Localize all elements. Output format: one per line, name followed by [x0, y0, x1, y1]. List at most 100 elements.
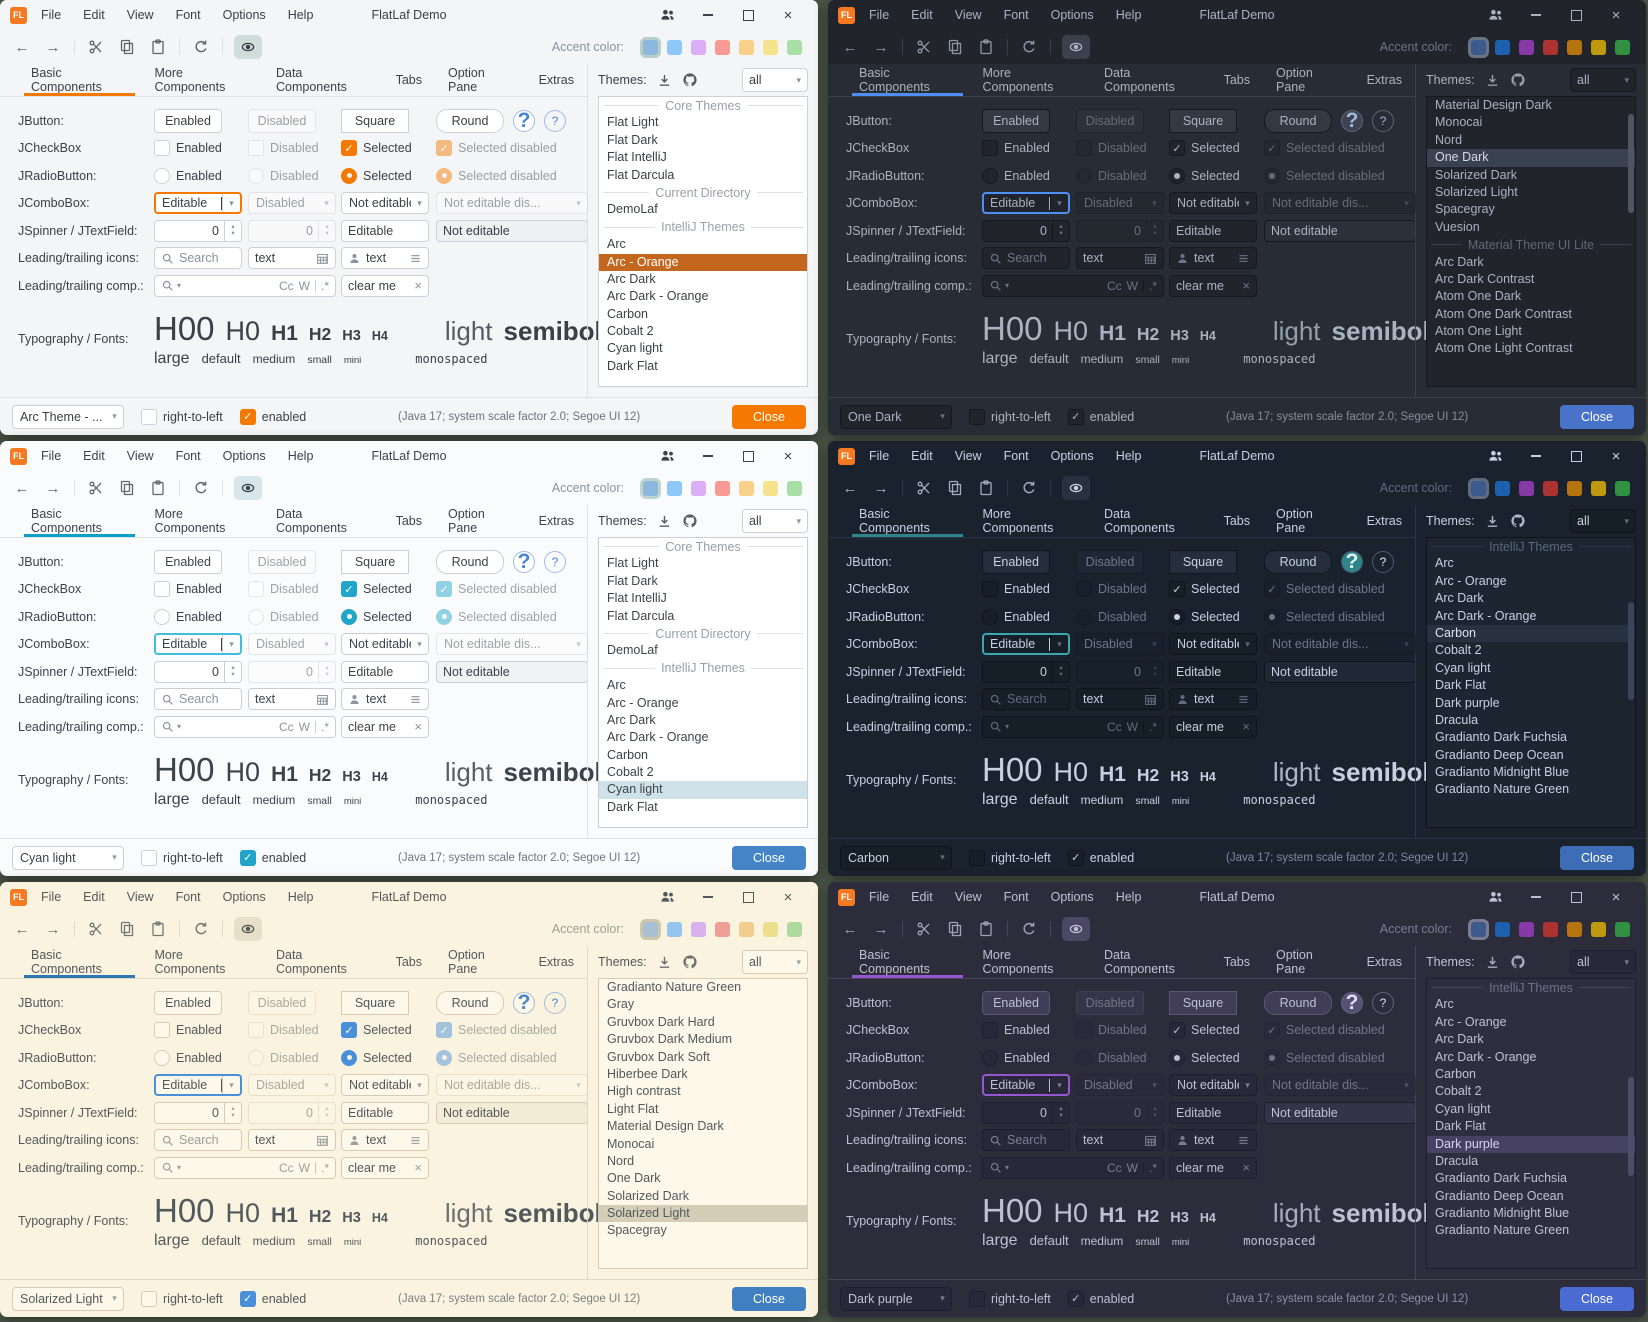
- minimize-button[interactable]: [688, 884, 728, 910]
- clearable-field[interactable]: clear me ×: [1169, 715, 1257, 738]
- checkbox-selected[interactable]: ✓ Selected: [341, 140, 436, 157]
- calendar-icon[interactable]: [1144, 252, 1157, 265]
- menu-options[interactable]: Options: [222, 449, 266, 463]
- clearable-field[interactable]: clear me ×: [341, 274, 429, 297]
- menu-view[interactable]: View: [954, 8, 982, 22]
- refresh-icon[interactable]: [191, 919, 211, 939]
- accent-swatch[interactable]: [1519, 39, 1534, 55]
- refresh-icon[interactable]: [191, 478, 211, 498]
- tab-more-components[interactable]: More Components: [982, 507, 1054, 535]
- theme-combobox[interactable]: One Dark ▾: [840, 404, 952, 429]
- tab-tabs[interactable]: Tabs: [1223, 73, 1250, 87]
- combobox-not-editable[interactable]: Not editable ▾: [341, 633, 429, 656]
- textfield-editable[interactable]: Editable: [1169, 1101, 1257, 1124]
- back-icon[interactable]: ←: [842, 920, 858, 938]
- user-field[interactable]: text: [341, 688, 429, 711]
- scrollbar-thumb[interactable]: [1628, 601, 1634, 700]
- accent-swatch[interactable]: [1543, 39, 1558, 55]
- clear-icon[interactable]: ×: [414, 719, 422, 735]
- enabled-checkbox[interactable]: ✓ enabled: [1067, 408, 1134, 425]
- combobox-editable[interactable]: Editable ▾: [982, 633, 1070, 656]
- checkbox-enabled[interactable]: Enabled: [154, 581, 248, 598]
- checkbox-selected[interactable]: ✓ Selected: [1169, 1022, 1264, 1039]
- menu-help[interactable]: Help: [287, 890, 314, 904]
- tab-basic-components[interactable]: Basic Components: [846, 946, 969, 978]
- whole-word-button[interactable]: W: [1126, 1160, 1138, 1175]
- maximize-button[interactable]: [1556, 2, 1596, 28]
- forward-icon[interactable]: →: [45, 920, 61, 938]
- accent-swatch[interactable]: [1615, 480, 1630, 496]
- minimize-button[interactable]: [1516, 884, 1556, 910]
- users-icon[interactable]: [1476, 443, 1516, 469]
- radio-selected[interactable]: Selected: [1169, 1049, 1264, 1066]
- checkbox-selected[interactable]: ✓ Selected: [1169, 581, 1264, 598]
- menu-edit[interactable]: Edit: [911, 8, 933, 22]
- combobox-editable[interactable]: Editable ▾: [982, 192, 1070, 215]
- theme-combobox[interactable]: Carbon ▾: [840, 845, 952, 870]
- theme-list-item[interactable]: Spacegray: [607, 1223, 667, 1238]
- enabled-button[interactable]: Enabled: [982, 549, 1050, 574]
- chevron-down-icon[interactable]: ▾: [177, 722, 182, 732]
- theme-list-item[interactable]: High contrast: [607, 1084, 681, 1099]
- back-icon[interactable]: ←: [842, 479, 858, 497]
- close-button[interactable]: Close: [731, 1286, 806, 1311]
- download-icon[interactable]: [1485, 514, 1500, 529]
- match-case-button[interactable]: Cc: [1106, 278, 1122, 293]
- accent-swatch[interactable]: [691, 921, 706, 937]
- theme-list-item[interactable]: Atom One Dark Contrast: [1435, 306, 1572, 321]
- theme-list-item[interactable]: Monocai: [1435, 115, 1483, 130]
- scrollbar-thumb[interactable]: [1628, 1077, 1634, 1176]
- paste-icon[interactable]: [976, 919, 996, 939]
- checkbox-enabled[interactable]: Enabled: [982, 581, 1076, 598]
- square-button[interactable]: Square: [1169, 549, 1237, 574]
- maximize-button[interactable]: [728, 443, 768, 469]
- themes-filter-combobox[interactable]: all ▾: [1570, 68, 1636, 92]
- theme-list-item[interactable]: Dark Flat: [1435, 1119, 1486, 1134]
- chevron-down-icon[interactable]: ▾: [417, 197, 422, 208]
- menu-help[interactable]: Help: [287, 449, 314, 463]
- spinner[interactable]: 0 ▴ ▾: [154, 219, 242, 242]
- theme-list-item[interactable]: Dracula: [1435, 1153, 1479, 1168]
- whole-word-button[interactable]: W: [298, 719, 310, 734]
- accent-swatch[interactable]: [787, 921, 802, 937]
- tab-tabs[interactable]: Tabs: [395, 514, 422, 528]
- menu-file[interactable]: File: [869, 890, 890, 904]
- checkbox-selected[interactable]: ✓ Selected: [341, 1022, 436, 1039]
- tab-tabs[interactable]: Tabs: [395, 955, 422, 969]
- copy-icon[interactable]: [945, 478, 965, 498]
- menu-help[interactable]: Help: [1115, 449, 1142, 463]
- round-button[interactable]: Round: [436, 990, 504, 1015]
- textfield-editable[interactable]: Editable: [341, 1101, 429, 1124]
- menu-edit[interactable]: Edit: [911, 890, 933, 904]
- theme-combobox[interactable]: Dark purple ▾: [840, 1286, 952, 1311]
- paste-icon[interactable]: [148, 37, 168, 57]
- tab-extras[interactable]: Extras: [538, 955, 574, 969]
- refresh-icon[interactable]: [1019, 919, 1039, 939]
- menu-file[interactable]: File: [41, 449, 62, 463]
- combobox-editable[interactable]: Editable ▾: [154, 1074, 242, 1097]
- calendar-icon[interactable]: [1144, 1134, 1157, 1147]
- round-button[interactable]: Round: [436, 549, 504, 574]
- help-button[interactable]: ?: [544, 109, 566, 132]
- copy-icon[interactable]: [117, 919, 137, 939]
- forward-icon[interactable]: →: [873, 38, 889, 56]
- cut-icon[interactable]: [86, 37, 106, 57]
- themes-filter-combobox[interactable]: all ▾: [742, 950, 808, 974]
- tab-option-pane[interactable]: Option Pane: [1276, 948, 1313, 976]
- theme-list-item[interactable]: Arc Dark: [1435, 254, 1484, 269]
- radio-selected[interactable]: Selected: [341, 608, 436, 625]
- accent-swatch[interactable]: [667, 39, 682, 55]
- tab-data-components[interactable]: Data Components: [1103, 507, 1175, 535]
- help-button[interactable]: ?: [1341, 550, 1363, 573]
- regex-button[interactable]: .*: [320, 278, 329, 293]
- forward-icon[interactable]: →: [45, 38, 61, 56]
- search-options-field[interactable]: ▾ Cc W .*: [982, 274, 1164, 297]
- theme-list-item[interactable]: Cobalt 2: [607, 324, 654, 339]
- paste-icon[interactable]: [148, 919, 168, 939]
- theme-list-item[interactable]: One Dark: [607, 1171, 661, 1186]
- accent-swatch[interactable]: [739, 921, 754, 937]
- theme-list-item[interactable]: Arc Dark: [1435, 591, 1484, 606]
- refresh-icon[interactable]: [1019, 478, 1039, 498]
- calendar-icon[interactable]: [316, 693, 329, 706]
- accent-swatch[interactable]: [691, 480, 706, 496]
